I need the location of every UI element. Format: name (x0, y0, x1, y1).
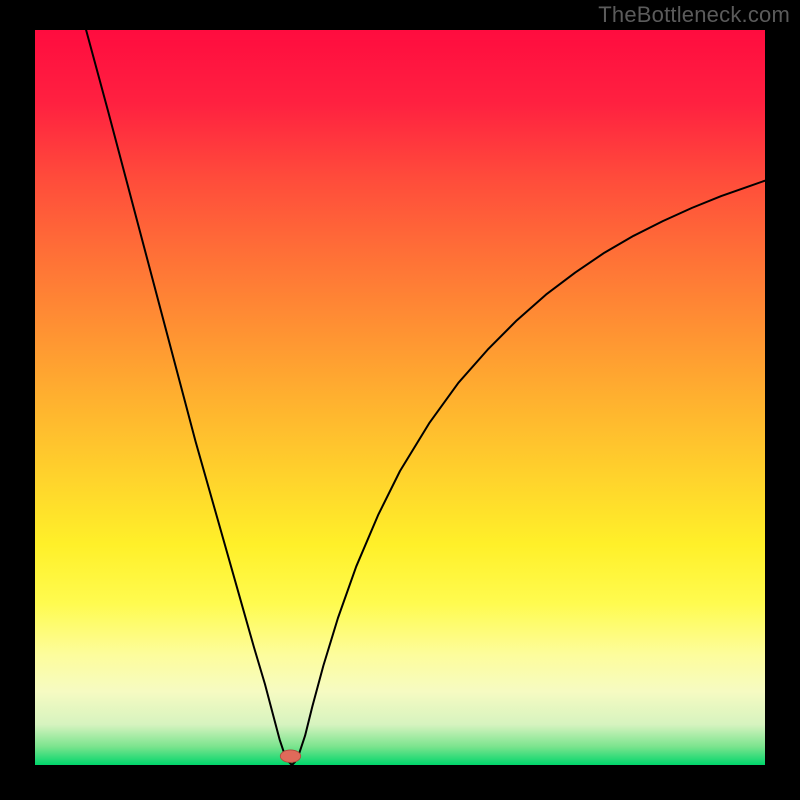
bottleneck-curve-chart (0, 0, 800, 800)
optimal-point-marker (280, 750, 300, 763)
plot-background (35, 30, 765, 765)
chart-frame: TheBottleneck.com (0, 0, 800, 800)
watermark-text: TheBottleneck.com (598, 2, 790, 28)
